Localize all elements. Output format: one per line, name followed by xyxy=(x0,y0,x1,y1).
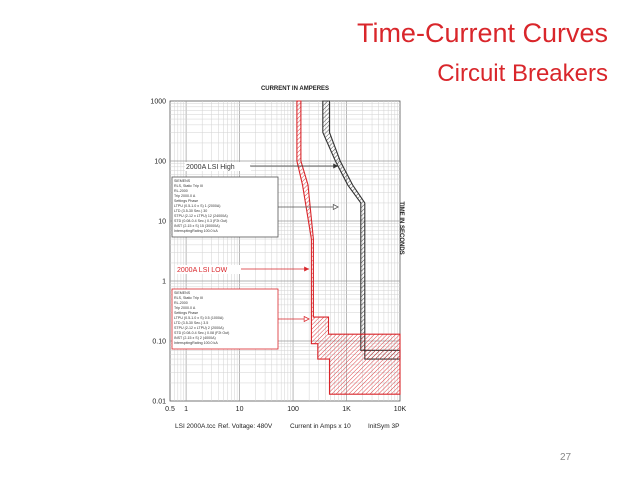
x-tick-label: 100 xyxy=(287,406,299,413)
x-tick-label: 1K xyxy=(342,406,351,413)
settings-note-line: LTD (3.5-30 Sec.) 30 xyxy=(174,209,207,213)
footer-init-sym: InitSym 3P xyxy=(368,423,399,430)
settings-note-line: LTPU (0.5-1.0 x S) 1 (2000A) xyxy=(174,204,220,208)
settings-note-line: RLS, Static Trip III xyxy=(174,296,203,300)
settings-note-line: LTPU (0.5-1.0 x S) 0.5 (1000A) xyxy=(174,316,223,320)
settings-note-line: Trip 2000.0 A xyxy=(174,194,196,198)
right-axis-label: TIME IN SECONDS xyxy=(398,201,404,254)
settings-note-line: INST (2-15 x S) 2 (4000A) xyxy=(174,336,216,340)
footer-ref-voltage: Ref. Voltage: 480V xyxy=(218,423,273,430)
settings-note-line: STPU (2-12 x LTPU) 12 (24000A) xyxy=(174,214,228,218)
settings-note-line: Trip 2000.0 A xyxy=(174,306,196,310)
settings-note-line: LTD (3.5-30 Sec.) 3.5 xyxy=(174,321,208,325)
settings-note-line: InterruptingRating 100.0 kA xyxy=(174,229,218,233)
annotation-label: 2000A LSI LOW xyxy=(177,267,228,274)
settings-note-line: RLS, Static Trip III xyxy=(174,184,203,188)
chart-series xyxy=(296,100,401,395)
settings-note-line: RL-2000 xyxy=(174,301,188,305)
annotation-arrowhead xyxy=(333,163,339,169)
x-tick-label: 1 xyxy=(184,406,188,413)
annotation-bg xyxy=(185,162,251,171)
y-tick-label: 0.01 xyxy=(152,399,166,406)
top-axis-label: CURRENT IN AMPERES xyxy=(261,86,329,92)
settings-note-line: Settings Phase xyxy=(174,199,198,203)
slide-subtitle: Circuit Breakers xyxy=(437,60,608,87)
footer-current-scale: Current in Amps x 10 xyxy=(290,423,351,430)
settings-note-line: STD (0.08-0.4 Sec.) 0.3 (F2t Out) xyxy=(174,219,227,223)
y-tick-label: 10 xyxy=(158,219,166,226)
annotation-arrowhead xyxy=(304,266,310,272)
settings-note-line: INST (2-15 x S) 15 (30000A) xyxy=(174,224,220,228)
settings-note-line: Settings Phase xyxy=(174,311,198,315)
x-tick-label: 0.5 xyxy=(165,406,175,413)
series-band xyxy=(296,100,401,395)
settings-note-box xyxy=(171,176,279,238)
slide-title: Time-Current Curves xyxy=(356,18,608,48)
settings-note-line: STD (0.08-0.4 Sec.) 0.08 (F2t Out) xyxy=(174,331,229,335)
settings-note-line: SIEMENS xyxy=(174,291,191,295)
chart-annotations: 2000A LSI High 2000A LSI LOW xyxy=(176,162,339,274)
annotation-bg xyxy=(176,265,242,274)
annotation-label: 2000A LSI High xyxy=(186,164,235,171)
note-leader-arrowhead xyxy=(303,315,310,323)
y-tick-label: 1 xyxy=(162,279,166,286)
settings-note-line: SIEMENS xyxy=(174,179,191,183)
y-tick-label: 100 xyxy=(154,159,166,166)
note-leader-arrowhead xyxy=(332,203,340,211)
x-tick-label: 10K xyxy=(394,406,407,413)
settings-note-line: InterruptingRating 100.0 kA xyxy=(174,341,218,345)
footer-file: LSI 2000A.tcc xyxy=(175,423,216,430)
y-tick-label: 0.10 xyxy=(152,339,166,346)
x-tick-label: 10 xyxy=(236,406,244,413)
y-tick-label: 1000 xyxy=(150,99,166,106)
page-number: 27 xyxy=(560,452,572,463)
settings-note-line: RL-2000 xyxy=(174,189,188,193)
chart-ticks: 0.5 1 10 100 1K 10K 1000 100 10 1 0.10 0.01 xyxy=(150,99,406,414)
settings-note-line: STPU (2-12 x LTPU) 2 (2000A) xyxy=(174,326,224,330)
